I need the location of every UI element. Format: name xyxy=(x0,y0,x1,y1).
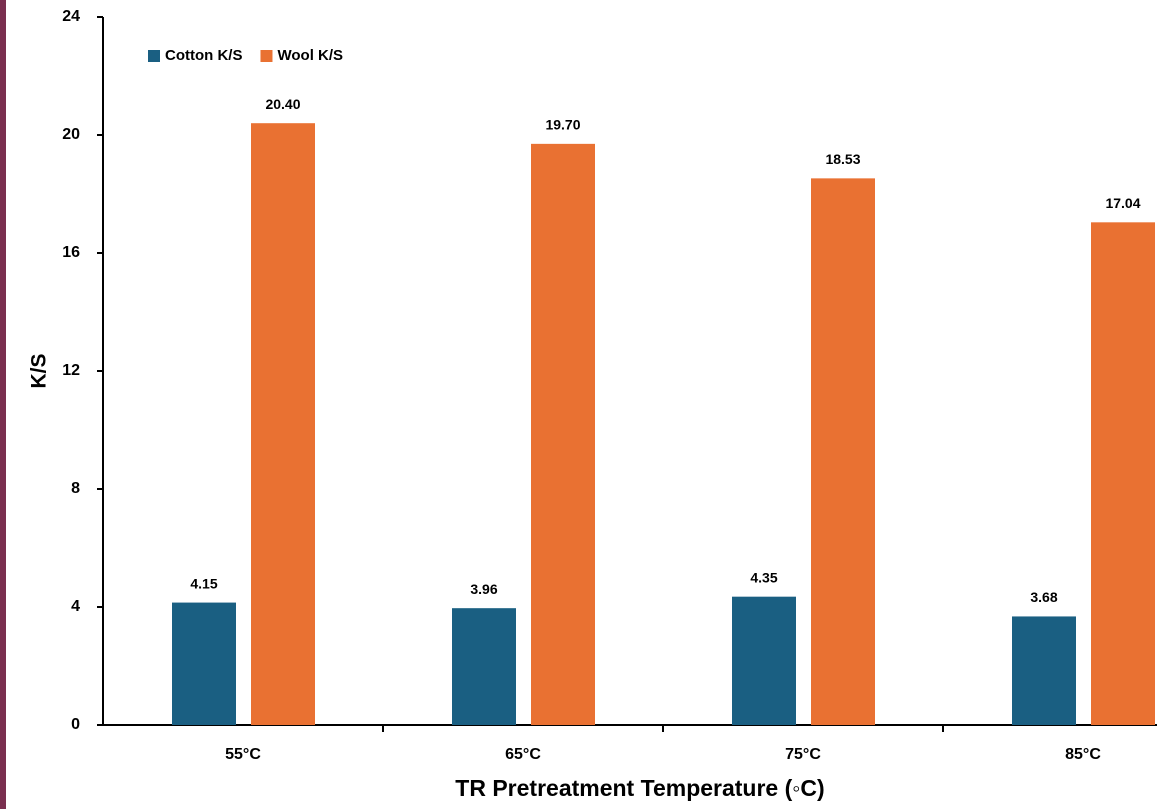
bar xyxy=(172,603,236,725)
bar xyxy=(1012,616,1076,725)
value-label: 3.96 xyxy=(470,581,497,597)
y-tick-label: 8 xyxy=(71,480,80,497)
chart: K/S TR Pretreatment Temperature (◦C) 0 4 8… xyxy=(0,0,1157,809)
value-label: 17.04 xyxy=(1105,195,1140,211)
y-tick-label: 12 xyxy=(62,362,80,379)
edge-strip xyxy=(0,0,6,809)
value-label: 19.70 xyxy=(545,117,580,133)
legend-swatch xyxy=(260,50,272,62)
bar xyxy=(251,123,315,725)
y-axis-title: K/S xyxy=(28,353,51,388)
x-tick-label: 65°C xyxy=(505,746,541,763)
x-tick-label: 85°C xyxy=(1065,746,1101,763)
y-tick-label: 4 xyxy=(71,598,80,615)
value-label: 18.53 xyxy=(825,151,860,167)
legend-swatch xyxy=(148,50,160,62)
x-tick-label: 55°C xyxy=(225,746,261,763)
value-label: 3.68 xyxy=(1030,589,1057,605)
x-axis-title: TR Pretreatment Temperature (◦C) xyxy=(455,775,824,801)
value-label: 4.15 xyxy=(190,575,217,591)
bar xyxy=(531,144,595,725)
bar xyxy=(811,178,875,725)
bar xyxy=(1091,222,1155,725)
value-label: 4.35 xyxy=(750,569,777,585)
value-label: 20.40 xyxy=(265,96,300,112)
x-tick-label: 75°C xyxy=(785,746,821,763)
y-tick-label: 24 xyxy=(62,8,80,25)
bar xyxy=(732,597,796,725)
y-tick-label: 0 xyxy=(71,716,80,733)
y-tick-label: 16 xyxy=(62,244,80,261)
legend-label: Cotton K/S xyxy=(165,47,242,64)
bar xyxy=(452,608,516,725)
y-tick-label: 20 xyxy=(62,126,80,143)
legend-label: Wool K/S xyxy=(277,47,343,64)
